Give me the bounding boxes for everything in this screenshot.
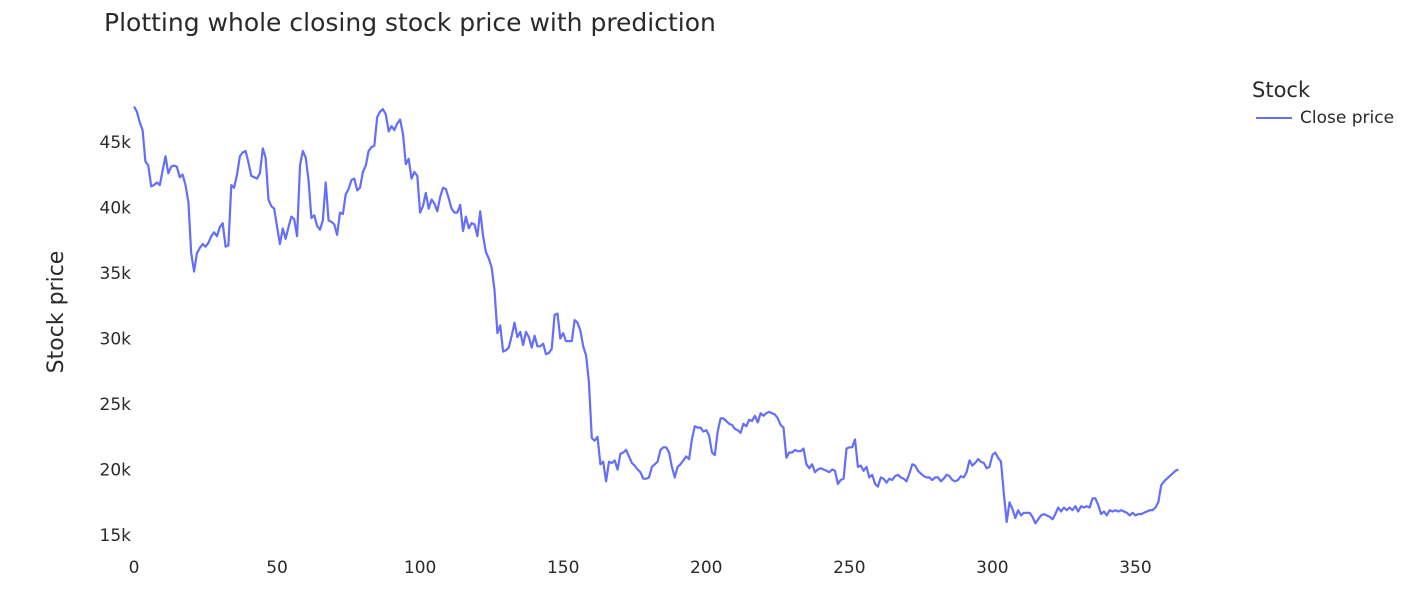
legend-title: Stock	[1252, 78, 1311, 102]
x-tick-label: 50	[266, 558, 288, 578]
y-tick-label: 30k	[100, 329, 132, 349]
x-tick-label: 200	[690, 558, 722, 578]
legend-item-close-price[interactable]: Close price	[1256, 108, 1394, 128]
y-tick-label: 35k	[100, 264, 132, 284]
y-tick-label: 25k	[100, 395, 132, 415]
legend: Stock Close price	[1252, 78, 1394, 128]
chart-title: Plotting whole closing stock price with …	[104, 8, 716, 37]
y-axis-ticks: 15k 20k 25k 30k 35k 40k 45k	[100, 133, 132, 546]
series-group	[133, 105, 1179, 525]
x-tick-label: 350	[1119, 558, 1151, 578]
legend-item-label: Close price	[1300, 108, 1395, 128]
x-axis-ticks: 0 50 100 150 200 250 300 350	[129, 558, 1152, 578]
y-axis-title: Stock price	[44, 251, 69, 374]
x-tick-label: 100	[404, 558, 436, 578]
x-tick-label: 150	[547, 558, 579, 578]
legend-line-swatch	[1256, 117, 1292, 119]
x-tick-label: 250	[833, 558, 865, 578]
y-tick-label: 45k	[100, 133, 132, 153]
y-tick-label: 15k	[100, 526, 132, 546]
y-tick-label: 40k	[100, 198, 132, 218]
x-tick-label: 300	[976, 558, 1008, 578]
y-tick-label: 20k	[100, 461, 132, 481]
series-line-close-price[interactable]	[133, 105, 1179, 525]
x-tick-label: 0	[129, 558, 140, 578]
